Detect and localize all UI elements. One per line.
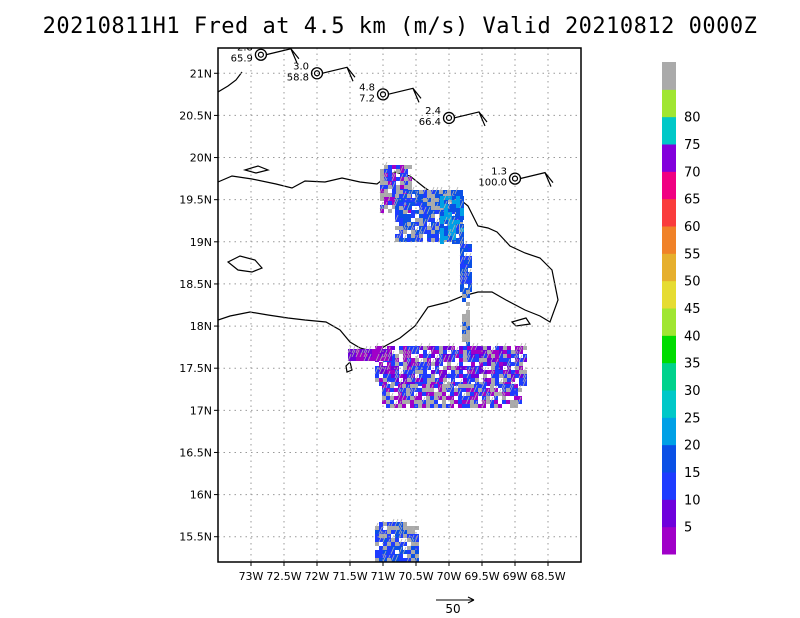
storm-label-top: 1.3 (491, 167, 507, 178)
y-tick-label: 16N (190, 489, 212, 502)
colorbar-label: 25 (684, 411, 701, 426)
x-tick-label: 72.5W (266, 570, 301, 583)
x-tick-label: 68.5W (530, 570, 565, 583)
chart-title: 20210811H1 Fred at 4.5 km (m/s) Valid 20… (42, 14, 758, 39)
y-tick-label: 17N (190, 404, 212, 417)
colorbar-swatch (662, 253, 676, 282)
colorbar-label: 65 (684, 193, 701, 208)
storm-label-top: 2.8 (237, 43, 253, 54)
saona-island (510, 317, 532, 327)
colorbar-label: 45 (684, 302, 701, 317)
storm-label-bottom: 7.2 (359, 93, 375, 104)
reference-vector: 50 (436, 596, 475, 616)
colorbar-label: 75 (684, 138, 701, 153)
northwest-coast (218, 71, 243, 93)
storm-label-bottom: 100.0 (478, 178, 507, 189)
wind-barb-patch (459, 240, 472, 293)
reference-vector-label: 50 (445, 602, 460, 616)
colorbar-label: 60 (684, 220, 701, 235)
storm-label-bottom: 58.8 (287, 72, 309, 83)
colorbar-label: 70 (684, 165, 701, 180)
colorbar-swatch (662, 62, 676, 90)
storm-position-marker: 4.87.2 (359, 82, 422, 104)
colorbar-swatch (662, 116, 676, 145)
wind-barb-patch (394, 186, 463, 243)
colorbar-swatch (662, 390, 676, 418)
storm-label-top: 4.8 (359, 82, 375, 93)
colorbar-label: 30 (684, 384, 701, 399)
colorbar-swatch (662, 472, 676, 500)
y-tick-label: 18.5N (179, 278, 212, 291)
y-tick-label: 19.5N (179, 194, 212, 207)
grid-lines (218, 48, 581, 562)
y-tick-label: 18N (190, 320, 212, 333)
y-tick-label: 16.5N (179, 446, 212, 459)
x-tick-label: 69.5W (464, 570, 499, 583)
colorbar-swatch (662, 335, 676, 364)
storm-label-top: 3.0 (293, 61, 309, 72)
wind-barb-patch (381, 380, 522, 409)
colorbar-swatch (662, 226, 676, 254)
map-axes: 73W 72.5W 72W 71.5W 71W 70.5W 70W 69.5W 69W 68.5W… (179, 67, 566, 583)
map-frame (217, 47, 582, 563)
colorbar-swatch (662, 499, 676, 528)
colorbar-swatch (662, 171, 676, 200)
colorbar-swatch (662, 89, 676, 118)
colorbar-label: 40 (684, 329, 701, 344)
hispaniola-coastline (218, 171, 559, 353)
colorbar-swatch (662, 444, 676, 473)
y-tick-label: 15.5N (179, 531, 212, 544)
y-tick-label: 20.5N (179, 109, 212, 122)
tortuga-island (242, 165, 270, 174)
colorbar-swatch (662, 417, 676, 446)
colorbar-swatch (662, 144, 676, 172)
colorbar-label: 10 (684, 493, 701, 508)
storm-position-marker: 2.466.4 (419, 106, 488, 128)
storm-label-top: 2.4 (425, 106, 441, 117)
x-tick-label: 69W (503, 570, 528, 583)
wind-barb-patch (440, 192, 464, 245)
colorbar-swatch (662, 308, 676, 336)
colorbar-label: 5 (684, 521, 692, 536)
colorbar-swatch (662, 198, 676, 227)
colorbar-label: 50 (684, 275, 701, 290)
colorbar-label: 15 (684, 466, 701, 481)
map-background (218, 48, 581, 562)
beata-island (345, 360, 353, 373)
storm-position-marker: 3.058.8 (287, 61, 356, 83)
colorbar-label: 80 (684, 111, 701, 126)
reference-arrow-head (467, 596, 475, 604)
colorbar-swatch (662, 526, 676, 555)
colorbar: 5 10 15 20 25 30 35 40 45 50 55 60 65 70 75 80 (662, 62, 701, 555)
colorbar-label: 20 (684, 439, 701, 454)
storm-label-bottom: 65.9 (231, 54, 253, 65)
y-tick-label: 20N (190, 152, 212, 165)
colorbar-swatch (662, 362, 676, 391)
colorbar-label: 35 (684, 357, 701, 372)
colorbar-swatch (662, 280, 676, 309)
x-tick-label: 70W (437, 570, 462, 583)
y-tick-label: 17.5N (179, 362, 212, 375)
x-tick-label: 72W (305, 570, 330, 583)
colorbar-label: 55 (684, 247, 701, 262)
wind-barb-patch (461, 286, 470, 347)
storm-label-bottom: 66.4 (419, 117, 441, 128)
x-tick-label: 73W (239, 570, 264, 583)
wind-barb-patch (347, 345, 392, 362)
x-tick-label: 71.5W (332, 570, 367, 583)
y-tick-label: 19N (190, 236, 212, 249)
y-tick-label: 21N (190, 67, 212, 80)
gonave-island (226, 255, 264, 273)
x-tick-label: 70.5W (398, 570, 433, 583)
x-tick-label: 71W (371, 570, 396, 583)
